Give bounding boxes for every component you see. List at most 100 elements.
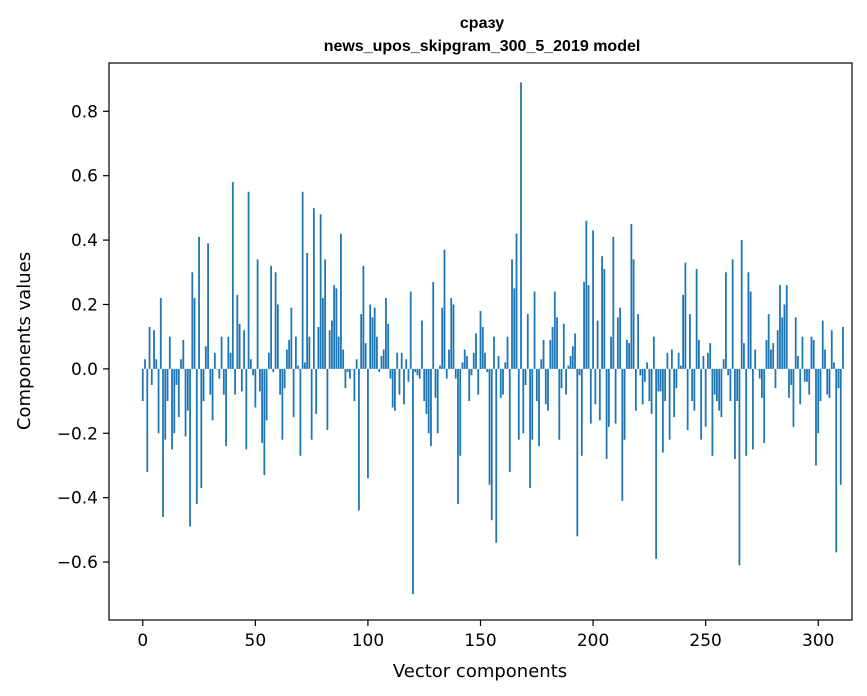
bar [274, 272, 277, 369]
bar [319, 214, 322, 369]
bar [558, 368, 561, 440]
bar [515, 233, 518, 369]
bar [529, 368, 531, 488]
bar [254, 368, 257, 408]
bar [677, 352, 680, 369]
bar [481, 327, 484, 369]
bar [243, 330, 245, 369]
bar [659, 368, 662, 392]
bar [695, 269, 698, 369]
bar [303, 362, 306, 369]
bar [698, 339, 700, 369]
bar [168, 336, 171, 369]
bar [722, 359, 725, 369]
bar [623, 368, 626, 440]
bar [720, 368, 723, 418]
bar [360, 314, 363, 369]
bar [704, 368, 707, 427]
bar [288, 339, 291, 369]
bar [218, 368, 221, 379]
bar [454, 368, 457, 379]
bar [463, 349, 466, 369]
bar [380, 355, 383, 369]
y-tick-label: 0.4 [71, 231, 98, 251]
bar [450, 298, 453, 369]
bar [459, 368, 462, 456]
bar [409, 291, 412, 369]
x-tick-label: 100 [352, 631, 384, 651]
bar [511, 259, 513, 369]
bar [716, 368, 718, 402]
y-tick-label: −0.4 [57, 489, 98, 509]
bar [312, 207, 315, 369]
bar [747, 272, 750, 369]
bar [770, 349, 772, 369]
bar [400, 352, 403, 369]
bar [835, 368, 838, 553]
bar [725, 272, 727, 369]
bar [227, 336, 230, 369]
bar [355, 359, 358, 369]
x-tick-label: 250 [689, 631, 721, 651]
bar [333, 285, 336, 369]
bar [630, 223, 633, 369]
bar [157, 368, 160, 434]
bar [267, 352, 270, 369]
bar [484, 352, 486, 369]
bar [468, 368, 471, 402]
y-tick-label: −0.6 [57, 553, 98, 573]
bar [587, 285, 590, 369]
bar [553, 291, 556, 369]
bar [439, 365, 441, 369]
bar [403, 368, 405, 405]
bar [547, 368, 549, 411]
bar [727, 368, 730, 376]
bar [263, 368, 266, 476]
bar [745, 368, 748, 456]
bar [610, 336, 612, 369]
y-tick-label: 0.0 [71, 360, 98, 380]
y-tick-label: 0.8 [71, 102, 98, 122]
bar [276, 304, 279, 369]
bar [589, 368, 592, 424]
bar [497, 355, 500, 369]
bar [837, 368, 840, 389]
bar [652, 336, 655, 369]
bar [490, 368, 493, 521]
bar [457, 368, 459, 505]
bar [565, 368, 567, 395]
bar [616, 317, 619, 369]
bar [337, 336, 340, 369]
bar [324, 259, 327, 369]
bar [373, 307, 376, 369]
bar [531, 368, 534, 440]
bar [668, 368, 671, 440]
bar [211, 368, 214, 421]
bar [148, 327, 151, 369]
bar [673, 368, 676, 418]
bar [524, 368, 527, 385]
bar [258, 368, 261, 392]
bar [801, 336, 804, 369]
bar [432, 281, 435, 369]
bar [612, 236, 615, 369]
bar [821, 320, 824, 369]
bar [655, 368, 658, 559]
bar [508, 368, 511, 472]
bar [670, 349, 673, 369]
bar [824, 349, 826, 369]
bar [231, 182, 234, 369]
bar [734, 368, 736, 460]
bar [585, 220, 588, 369]
bar [513, 288, 516, 369]
bar [396, 352, 399, 369]
bar [184, 368, 187, 437]
bar [477, 368, 480, 395]
bar [628, 343, 630, 369]
bar [806, 368, 808, 382]
bar [781, 317, 784, 369]
bar [839, 368, 842, 485]
bar [222, 368, 225, 395]
bar [317, 327, 320, 369]
bar [198, 236, 200, 369]
